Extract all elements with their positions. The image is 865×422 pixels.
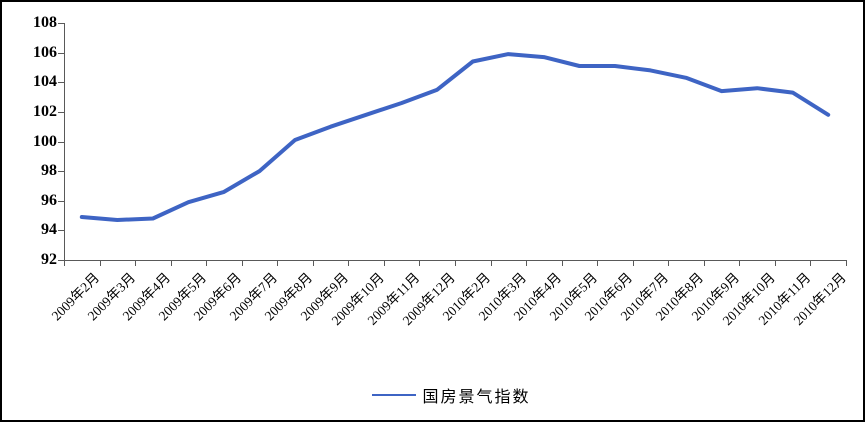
x-axis-tick-mark xyxy=(668,260,670,266)
x-axis-tick-mark xyxy=(703,260,705,266)
y-axis-tick-label: 104 xyxy=(33,73,57,91)
x-axis-tick-mark xyxy=(526,260,528,266)
x-axis-tick-mark xyxy=(64,260,65,266)
y-axis-tick-label: 108 xyxy=(33,14,57,31)
y-axis-tick-mark xyxy=(58,141,64,143)
x-axis-tick-mark xyxy=(383,260,385,266)
y-axis-tick-mark xyxy=(58,52,64,54)
x-axis-tick-mark xyxy=(206,260,208,266)
x-axis-tick-mark xyxy=(170,260,172,266)
x-axis-tick-mark xyxy=(810,260,812,266)
y-axis-tick-mark xyxy=(58,260,64,261)
legend-label: 国房景气指数 xyxy=(422,389,531,406)
x-axis-tick-mark xyxy=(277,260,279,266)
x-axis-tick-mark xyxy=(846,260,847,266)
y-axis-tick-label: 96 xyxy=(41,191,57,209)
x-axis-tick-mark xyxy=(99,260,101,266)
legend: 国房景气指数 xyxy=(21,383,863,407)
y-axis-tick-mark xyxy=(58,171,64,173)
y-axis-tick-label: 102 xyxy=(33,102,57,120)
y-axis-tick-label: 92 xyxy=(41,251,57,268)
plot-svg xyxy=(79,52,831,222)
y-axis-tick-label: 106 xyxy=(33,43,57,61)
y-axis-tick-mark xyxy=(58,230,64,232)
x-axis-tick-mark xyxy=(632,260,634,266)
y-axis-tick-label: 98 xyxy=(41,162,57,180)
x-axis-tick-mark xyxy=(419,260,421,266)
x-axis-tick-mark xyxy=(348,260,350,266)
y-axis-tick-mark xyxy=(58,111,64,113)
x-axis-tick-mark xyxy=(241,260,243,266)
y-axis-tick-mark xyxy=(58,82,64,84)
x-axis-tick-mark xyxy=(455,260,456,266)
y-axis-tick-label: 94 xyxy=(41,221,57,239)
y-axis-tick-mark xyxy=(58,200,64,202)
series-line xyxy=(79,52,831,222)
legend-line-sample-icon xyxy=(372,394,417,396)
x-axis-tick-mark xyxy=(561,260,563,266)
x-axis-tick-mark xyxy=(312,260,314,266)
x-axis-tick-mark xyxy=(774,260,776,266)
y-axis-line xyxy=(64,23,65,261)
x-axis-tick-mark xyxy=(739,260,741,266)
x-axis-tick-mark xyxy=(490,260,492,266)
y-axis-tick-mark xyxy=(58,23,64,24)
x-axis-tick-mark xyxy=(597,260,599,266)
x-axis-tick-mark xyxy=(135,260,137,266)
y-axis-tick-label: 100 xyxy=(33,132,57,150)
